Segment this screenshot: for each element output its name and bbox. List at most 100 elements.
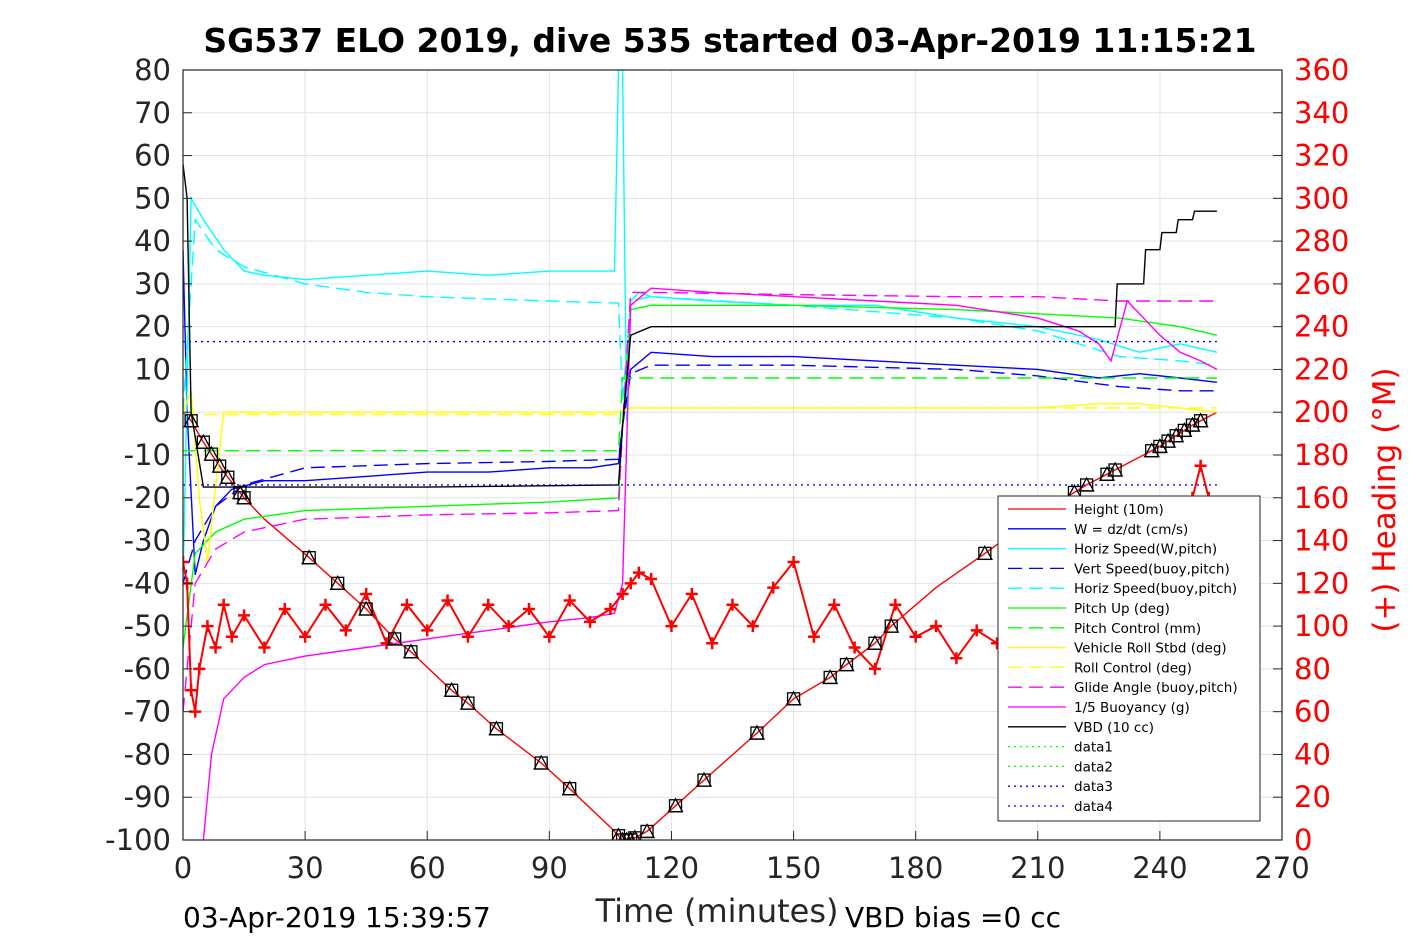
x-tick-label: 210 bbox=[1010, 851, 1065, 885]
y-right-tick-label: 360 bbox=[1294, 53, 1349, 87]
heading-point bbox=[502, 620, 515, 633]
heading-point bbox=[807, 630, 820, 643]
height-marker-triangle bbox=[976, 545, 993, 561]
height-marker-triangle bbox=[1151, 438, 1168, 454]
series-layer bbox=[183, 70, 1218, 840]
height-marker-triangle bbox=[358, 600, 375, 616]
heading-point bbox=[632, 566, 645, 579]
height-marker-triangle bbox=[386, 630, 403, 646]
y-tick-label: -80 bbox=[124, 737, 171, 771]
height-marker-triangle bbox=[1098, 465, 1116, 481]
legend-label-16: data4 bbox=[1074, 799, 1113, 815]
heading-point bbox=[950, 652, 963, 665]
heading-point bbox=[238, 609, 251, 622]
y-tick-label: -90 bbox=[124, 780, 171, 814]
heading-point bbox=[685, 588, 698, 601]
height-marker-triangle bbox=[822, 669, 839, 685]
y-tick-label: -50 bbox=[124, 609, 171, 643]
height-marker-triangle bbox=[866, 634, 884, 650]
height-marker-triangle bbox=[1168, 427, 1185, 443]
height-marker-triangle bbox=[667, 797, 684, 813]
height-marker-triangle bbox=[561, 780, 578, 796]
heading-point bbox=[278, 603, 291, 615]
y-axis-right: 3603403203002802602402202001801601401201… bbox=[1273, 53, 1349, 857]
series-line-1 bbox=[183, 411, 1218, 840]
height-marker-triangle bbox=[1184, 416, 1201, 432]
legend-label-2: W = dz/dt (cm/s) bbox=[1074, 522, 1188, 538]
heading-point bbox=[421, 624, 434, 637]
y-tick-label: 0 bbox=[153, 395, 171, 429]
y-right-tick-label: 80 bbox=[1294, 652, 1331, 686]
heading-point bbox=[193, 662, 206, 675]
y-right-tick-label: 40 bbox=[1294, 737, 1331, 771]
heading-point bbox=[848, 641, 861, 654]
heading-point bbox=[889, 598, 902, 611]
height-marker-triangle bbox=[629, 829, 641, 840]
height-marker-triangle bbox=[883, 617, 900, 633]
y-tick-label: -20 bbox=[124, 481, 171, 515]
y-tick-label: -70 bbox=[124, 695, 171, 729]
heading-point bbox=[482, 598, 495, 611]
series-line-7 bbox=[183, 377, 1217, 452]
y-right-tick-label: 0 bbox=[1294, 823, 1312, 857]
heading-point bbox=[930, 620, 943, 633]
heading-point bbox=[258, 641, 271, 654]
x-axis: 0 30 60 90 120 150 180 210 240 270 bbox=[174, 831, 1310, 885]
legend-label-4: Vert Speed(buoy,pitch) bbox=[1074, 561, 1230, 577]
height-marker-triangle bbox=[402, 643, 420, 659]
series-line-3 bbox=[183, 70, 1218, 584]
y-right-tick-label: 300 bbox=[1294, 181, 1349, 215]
y-right-tick-label: 200 bbox=[1294, 395, 1349, 429]
legend-label-3: Horiz Speed(W,pitch) bbox=[1074, 542, 1217, 558]
heading-point bbox=[319, 598, 332, 611]
heading-point bbox=[665, 620, 678, 633]
x-tick-label: 180 bbox=[888, 851, 943, 885]
y-right-tick-label: 100 bbox=[1294, 609, 1349, 643]
footer-vbd-bias: VBD bias =0 cc bbox=[845, 901, 1061, 934]
height-marker-triangle bbox=[533, 754, 550, 770]
heading-point bbox=[787, 555, 800, 568]
heading-point bbox=[746, 620, 759, 633]
footer-timestamp: 03-Apr-2019 15:39:57 bbox=[183, 901, 491, 934]
heading-point bbox=[909, 630, 922, 643]
y-right-tick-label: 320 bbox=[1294, 139, 1349, 173]
x-tick-label: 60 bbox=[409, 851, 446, 885]
heading-point bbox=[209, 641, 222, 654]
heading-point bbox=[461, 630, 474, 643]
y-right-tick-label: 260 bbox=[1294, 267, 1349, 301]
legend-label-9: Roll Control (deg) bbox=[1074, 660, 1192, 676]
x-tick-label: 270 bbox=[1254, 851, 1309, 885]
series-line-9 bbox=[183, 407, 1217, 416]
y-tick-label: -10 bbox=[124, 438, 171, 472]
height-marker-triangle bbox=[235, 489, 253, 505]
height-marker-triangle bbox=[638, 823, 656, 839]
height-marker-triangle bbox=[1176, 422, 1193, 438]
heading-point bbox=[217, 598, 230, 611]
series-line-11 bbox=[202, 287, 1218, 840]
y-axis-right-label: (+) Heading (°M) bbox=[1367, 367, 1403, 632]
y-right-tick-label: 220 bbox=[1294, 352, 1349, 386]
height-marker-triangle bbox=[195, 433, 212, 449]
heading-point bbox=[299, 630, 312, 643]
y-right-tick-label: 180 bbox=[1294, 438, 1349, 472]
heading-point bbox=[604, 603, 617, 615]
heading-point bbox=[339, 624, 352, 637]
heading-point bbox=[522, 603, 535, 615]
heading-point bbox=[201, 620, 214, 633]
heading-point bbox=[360, 588, 373, 601]
y-right-tick-label: 140 bbox=[1294, 524, 1349, 558]
y-right-tick-label: 20 bbox=[1294, 780, 1331, 814]
heading-point bbox=[616, 588, 629, 601]
y-right-tick-label: 60 bbox=[1294, 695, 1331, 729]
y-tick-label: -60 bbox=[124, 652, 171, 686]
height-marker-triangle bbox=[1143, 442, 1160, 458]
height-marker-triangle bbox=[329, 574, 346, 590]
legend-label-8: Vehicle Roll Stbd (deg) bbox=[1074, 641, 1227, 657]
height-marker-triangle bbox=[459, 694, 477, 710]
x-tick-label: 90 bbox=[531, 851, 568, 885]
y-tick-label: 70 bbox=[134, 96, 171, 130]
y-tick-label: 40 bbox=[134, 224, 171, 258]
legend-label-7: Pitch Control (mm) bbox=[1074, 621, 1201, 637]
legend-label-5: Horiz Speed(buoy,pitch) bbox=[1074, 581, 1237, 597]
